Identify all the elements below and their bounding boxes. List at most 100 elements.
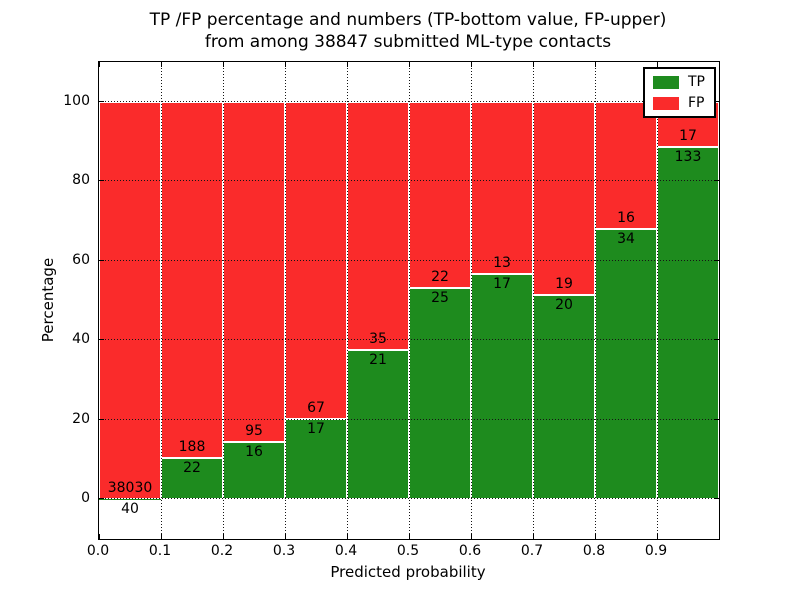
x-tick-mark (595, 534, 596, 539)
y-tick-mark (714, 418, 719, 420)
x-tick-mark (533, 534, 534, 539)
x-tick-mark (409, 534, 410, 539)
fp-count-label: 35 (369, 331, 387, 348)
legend-item-tp: TP (653, 74, 705, 90)
fp-count-label: 67 (307, 399, 325, 416)
x-tick-mark (161, 534, 162, 539)
x-tick-mark (347, 534, 348, 539)
x-tick-mark (533, 62, 534, 67)
bars-layer (99, 62, 719, 539)
x-tick-label: 0.1 (148, 543, 172, 559)
fp-count-label: 13 (493, 255, 511, 271)
y-gridline (99, 180, 719, 182)
tp-bar-segment (657, 146, 719, 500)
y-gridline (99, 498, 719, 500)
y-tick-mark (714, 259, 719, 261)
x-tick-label: 0.8 (582, 543, 606, 559)
x-gridline (223, 62, 224, 539)
y-tick-mark (99, 259, 104, 261)
x-tick-mark (285, 534, 286, 539)
legend: TP FP (643, 67, 716, 118)
x-gridline (161, 62, 162, 539)
tp-count-label: 25 (431, 289, 449, 306)
x-gridline (347, 62, 348, 539)
y-tick-mark (714, 498, 719, 500)
fp-legend-label: FP (688, 95, 705, 111)
x-tick-mark (471, 534, 472, 539)
fp-count-label: 19 (555, 276, 573, 293)
fp-count-label: 22 (431, 268, 449, 285)
chart-title: TP /FP percentage and numbers (TP-bottom… (98, 9, 718, 53)
x-tick-label: 0.0 (86, 543, 110, 559)
tp-bar-segment (471, 274, 533, 500)
fp-bar-segment (409, 101, 471, 288)
y-tick-label: 60 (72, 251, 90, 268)
fp-count-label: 17 (679, 127, 697, 144)
annotations-layer: 38030 40 188 22 95 16 67 17 35 21 22 25 13 17 19 20 16 34… (99, 62, 719, 539)
tp-count-label: 17 (307, 420, 325, 437)
fp-bar-segment (285, 101, 347, 419)
legend-item-fp: FP (653, 95, 705, 111)
x-tick-mark (223, 62, 224, 67)
x-tick-mark (409, 62, 410, 67)
fp-bar-segment (471, 101, 533, 274)
tp-bar-segment (285, 418, 347, 500)
tp-count-label: 16 (245, 443, 263, 460)
x-tick-mark (99, 62, 100, 67)
chart-title-line1: TP /FP percentage and numbers (TP-bottom… (149, 10, 667, 30)
x-tick-mark (657, 534, 658, 539)
x-gridline (471, 62, 472, 539)
fp-count-label: 16 (617, 209, 635, 226)
y-tick-label: 80 (72, 172, 90, 189)
tick-marks-layer (99, 62, 719, 539)
tp-count-label: 22 (183, 459, 201, 476)
x-tick-mark (471, 62, 472, 67)
x-tick-mark (595, 62, 596, 67)
tp-count-label: 17 (493, 276, 511, 292)
y-tick-mark (99, 339, 104, 341)
plot-area: 38030 40 188 22 95 16 67 17 35 21 22 25 13 17 19 20 16 34… (98, 61, 720, 540)
tp-legend-swatch-icon (653, 75, 679, 89)
tp-bar-segment (347, 350, 409, 500)
y-tick-mark (99, 418, 104, 420)
tp-bar-segment (223, 441, 285, 500)
x-tick-mark (161, 62, 162, 67)
y-tick-mark (99, 100, 104, 102)
fp-bar-segment (99, 101, 161, 499)
x-axis-label: Predicted probability (330, 563, 486, 581)
y-tick-label: 20 (72, 410, 90, 427)
x-tick-label: 0.9 (644, 543, 668, 559)
tp-legend-label: TP (688, 74, 705, 90)
x-gridline (657, 62, 658, 539)
y-gridline (99, 259, 719, 261)
chart-title-line2: from among 38847 submitted ML-type conta… (204, 32, 612, 52)
y-gridline (99, 100, 719, 102)
tp-bar-segment (595, 228, 657, 500)
x-gridline (533, 62, 534, 539)
x-tick-label: 0.3 (272, 543, 296, 559)
x-tick-label: 0.5 (396, 543, 420, 559)
tp-count-label: 34 (617, 230, 635, 247)
fp-bar-segment (161, 101, 223, 458)
y-tick-mark (714, 339, 719, 341)
x-tick-mark (223, 534, 224, 539)
x-gridline (285, 62, 286, 539)
fp-legend-swatch-icon (653, 96, 679, 110)
y-tick-label: 40 (72, 331, 90, 348)
y-tick-mark (99, 498, 104, 500)
y-tick-mark (714, 180, 719, 182)
y-tick-label: 0 (81, 490, 90, 507)
fp-bar-segment (223, 101, 285, 442)
x-tick-label: 0.2 (210, 543, 234, 559)
x-tick-mark (285, 62, 286, 67)
x-tick-mark (347, 62, 348, 67)
tp-bar-segment (161, 457, 223, 500)
y-tick-mark (99, 180, 104, 182)
x-tick-mark (99, 534, 100, 539)
x-gridline (409, 62, 410, 539)
tp-count-label: 20 (555, 297, 573, 314)
tp-count-label: 40 (121, 500, 139, 517)
y-gridline (99, 339, 719, 341)
fp-count-label: 38030 (107, 479, 153, 496)
